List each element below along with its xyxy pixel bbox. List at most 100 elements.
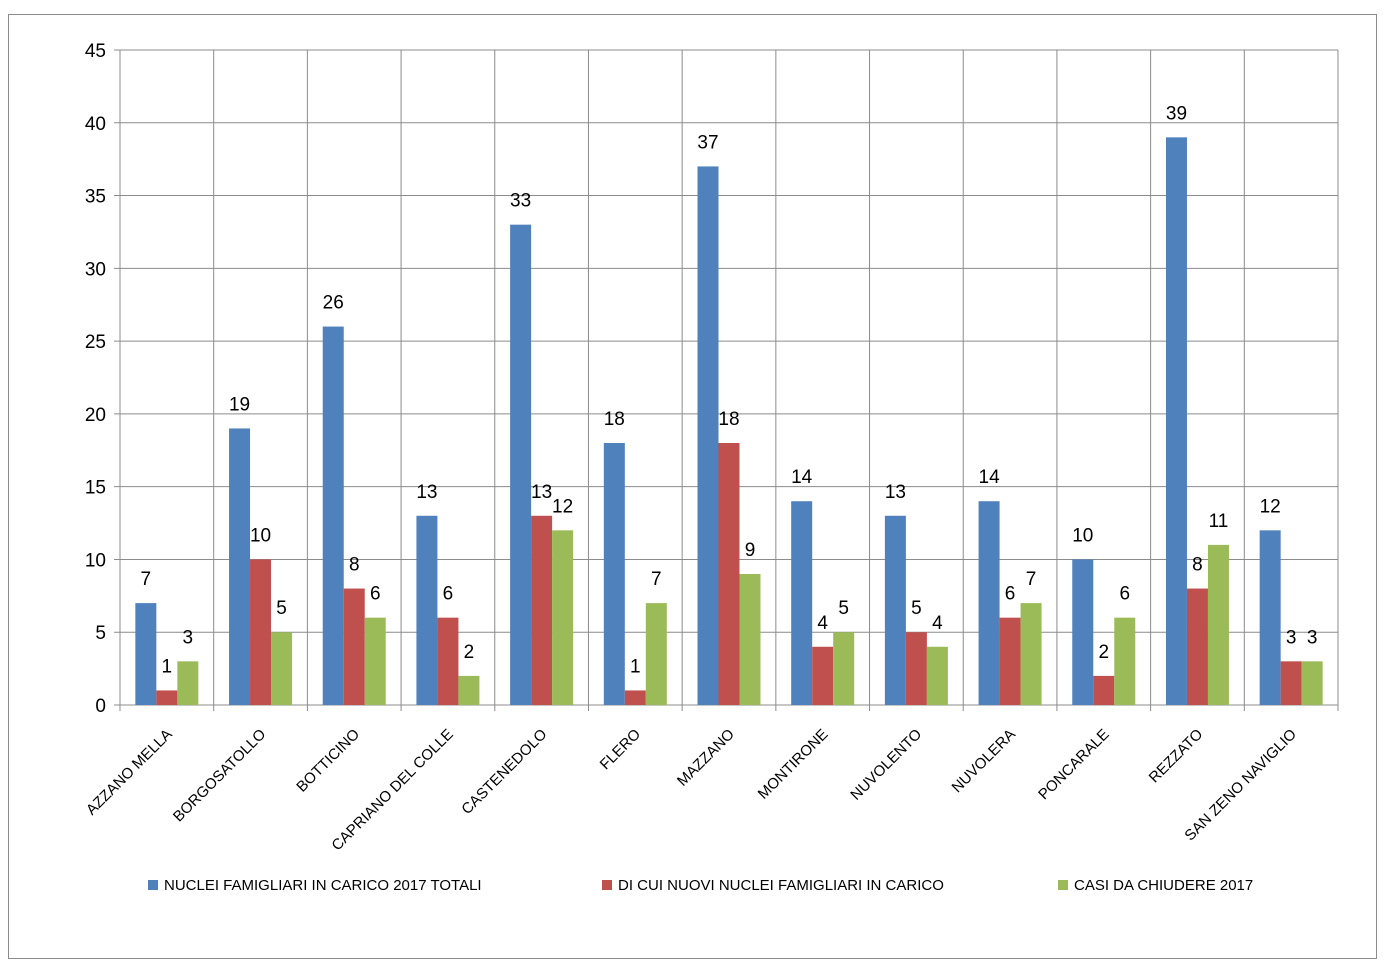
bar [1259,530,1281,705]
data-label: 3 [183,627,194,648]
x-tick-label: NUVOLERA [949,726,1019,796]
data-label: 14 [979,467,1001,488]
bar [177,661,199,705]
bar [603,443,625,705]
chart-frame: 0 5 10 15 20 25 30 35 40 45 7 19 26 13 33 18 37 14 13 14 10… [8,14,1377,959]
bar [531,515,553,705]
data-label: 3 [1307,627,1318,648]
data-label: 2 [464,642,475,663]
data-label: 1 [162,656,173,677]
bars [135,137,1323,705]
y-tick-label: 10 [85,550,106,571]
bar [156,690,178,705]
data-label: 5 [911,598,922,619]
bar [416,515,438,705]
x-tick-label: MONTIRONE [755,726,832,803]
bar [437,617,459,705]
data-label: 5 [276,598,287,619]
x-tick-label: BOTTICINO [293,726,363,796]
data-label: 11 [1209,511,1229,532]
bar [1186,588,1208,705]
bar [645,603,667,705]
data-label: 8 [349,555,360,576]
data-label: 18 [718,409,739,430]
bar [812,646,834,705]
bar [1280,661,1302,705]
data-label: 8 [1192,555,1203,576]
bar [1072,559,1094,705]
y-tick-label: 20 [85,405,106,426]
legend-label: DI CUI NUOVI NUCLEI FAMIGLIARI IN CARICO [618,877,944,894]
data-label: 37 [697,132,718,153]
data-label: 14 [791,467,813,488]
bar [884,515,906,705]
data-label: 5 [838,598,849,619]
bar [364,617,386,705]
x-tick-label: AZZANO MELLA [83,726,176,819]
data-label: 13 [416,482,437,503]
data-label: 9 [745,540,756,561]
y-axis-ticks: 0 5 10 15 20 25 30 35 40 45 [85,41,106,717]
bar [458,675,480,705]
x-tick-label: NUVOLENTO [847,726,925,804]
data-label: 6 [1119,584,1130,605]
bar [624,690,646,705]
x-tick-label: PONCARALE [1035,726,1112,803]
bar [1301,661,1323,705]
x-tick-label: BORGOSATOLLO [170,726,269,825]
data-label: 12 [1260,496,1281,517]
y-tick-label: 30 [85,259,106,280]
y-tick-label: 40 [85,114,106,135]
bar [1093,675,1115,705]
data-label: 10 [1072,525,1093,546]
y-tick-label: 25 [85,332,106,353]
y-tick-label: 5 [95,623,106,644]
y-tick-label: 0 [95,696,106,717]
legend-swatch [1058,880,1068,890]
x-tick-label: FLERO [597,726,644,773]
data-label: 7 [1026,569,1037,590]
bar [552,530,574,705]
y-tick-label: 15 [85,478,106,499]
data-label: 13 [531,482,552,503]
x-tick-label: REZZATO [1146,726,1207,787]
data-label: 3 [1286,627,1297,648]
bar [833,632,855,705]
data-label: 6 [443,584,454,605]
bar [343,588,365,705]
bar [1165,137,1187,705]
data-label: 4 [932,613,943,634]
data-label: 18 [604,409,625,430]
bar [905,632,927,705]
data-label: 12 [552,496,573,517]
bar [1207,544,1229,705]
data-label: 6 [1005,584,1016,605]
bar [135,603,157,705]
bar [999,617,1021,705]
legend-swatch [602,880,612,890]
legend-swatch [148,880,158,890]
data-label: 39 [1166,103,1187,124]
data-label: 7 [651,569,662,590]
y-tick-label: 35 [85,187,106,208]
x-tick-label: CASTENEDOLO [458,726,550,818]
x-tick-label: MAZZANO [674,726,738,790]
bar [718,443,740,705]
data-label: 2 [1098,642,1109,663]
bar [510,224,532,705]
data-label: 26 [323,293,344,314]
bar [250,559,272,705]
data-label: 13 [885,482,906,503]
bar [739,574,761,705]
legend-label: CASI DA CHIUDERE 2017 [1074,877,1253,894]
data-label: 33 [510,191,531,212]
data-label: 1 [630,656,641,677]
data-label: 6 [370,584,381,605]
data-label: 10 [250,525,271,546]
bar [978,501,1000,705]
data-label: 4 [817,613,828,634]
data-labels: 7192613331837141314103912110861311845628… [141,103,1318,677]
legend-label: NUCLEI FAMIGLIARI IN CARICO 2017 TOTALI [164,877,482,894]
data-label: 7 [141,569,152,590]
